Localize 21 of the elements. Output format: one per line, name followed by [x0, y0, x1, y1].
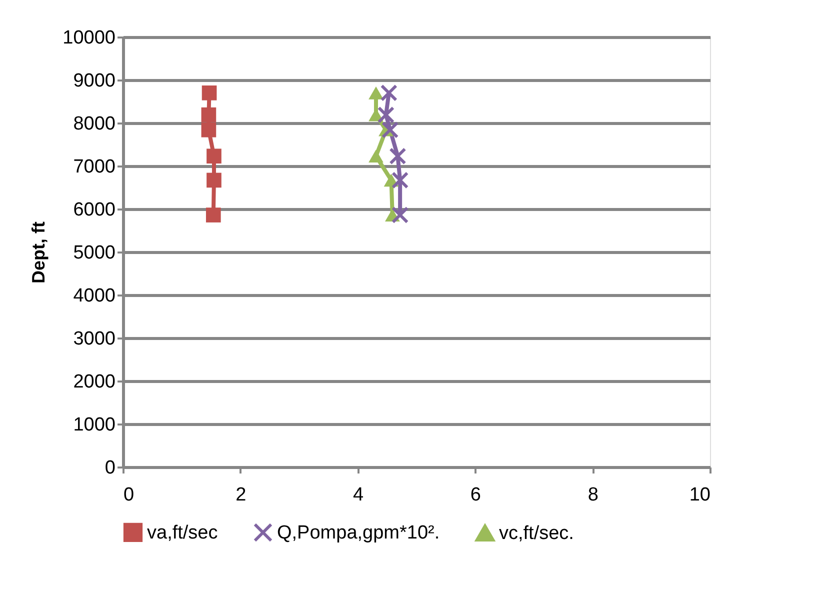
x-tick-label: 10 — [689, 484, 710, 506]
x-tick-label: 6 — [470, 484, 481, 506]
y-tick-label: 5000 — [73, 242, 116, 264]
y-tick-label: 4000 — [73, 286, 116, 306]
legend-label: va,ft/sec — [147, 522, 218, 544]
y-tick-label: 1000 — [73, 414, 116, 436]
y-tick-label: 6000 — [73, 200, 116, 220]
y-axis-title: Dept, ft — [28, 222, 49, 284]
y-tick-label: 10000 — [62, 28, 116, 48]
y-tick-label: 2000 — [73, 372, 116, 392]
y-tick-label: 3000 — [73, 328, 116, 350]
legend-label: Q,Pompa,gpm*10². — [277, 522, 440, 544]
y-tick-label: 8000 — [73, 114, 116, 134]
y-tick-label: 0 — [104, 458, 116, 478]
x-tick-label: 4 — [353, 484, 364, 506]
x-tick-label: 2 — [236, 484, 246, 506]
x-tick-label: 0 — [124, 484, 134, 506]
y-tick-label: 9000 — [73, 70, 116, 92]
x-tick-label: 8 — [588, 484, 598, 506]
y-tick-label: 7000 — [73, 156, 116, 178]
legend-label: vc,ft/sec. — [499, 523, 574, 544]
